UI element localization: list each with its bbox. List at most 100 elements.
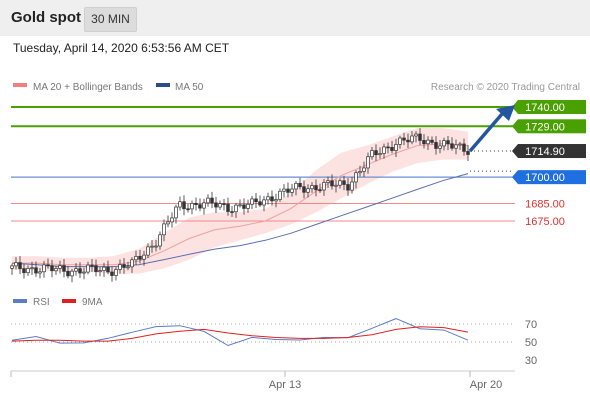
candle (414, 133, 418, 137)
level-label-1700.00: 1700.00 (525, 172, 565, 184)
candle (454, 144, 458, 149)
candle (142, 254, 146, 260)
candle (390, 147, 394, 151)
candle (218, 203, 222, 208)
candle (198, 204, 202, 209)
candle (422, 140, 426, 145)
candle (78, 268, 82, 274)
candle (178, 201, 182, 208)
candle (194, 202, 198, 205)
candle (294, 182, 298, 190)
candle (166, 221, 170, 225)
candle (50, 265, 54, 272)
candle (30, 267, 34, 270)
candle (226, 203, 230, 212)
candle (210, 197, 214, 204)
candle (314, 185, 318, 191)
level-tag-pointer-1740.00 (512, 100, 518, 114)
candle (54, 268, 58, 272)
candle (98, 270, 102, 273)
candle (14, 262, 18, 267)
level-tag-1700.00 (518, 170, 586, 185)
candle (122, 264, 126, 268)
candle (170, 217, 174, 223)
page-title: Gold spot (11, 9, 81, 26)
rsi-tick-30: 30 (525, 355, 537, 367)
candle (286, 188, 290, 193)
candle (134, 255, 138, 261)
legend-label-rsi: RSI (33, 297, 50, 308)
candle (402, 137, 406, 141)
candle (146, 246, 150, 256)
candle (182, 201, 186, 210)
x-tick-label-apr20: Apr 20 (470, 379, 502, 391)
candle (174, 206, 178, 219)
candle (10, 265, 14, 269)
rsi-tick-50: 50 (525, 337, 537, 349)
interval-selector[interactable]: 30 MIN (84, 7, 137, 32)
credit-text: Research © 2020 Trading Central (431, 82, 580, 93)
candle (302, 186, 306, 193)
candle (102, 266, 106, 271)
candle (110, 271, 114, 276)
candle (462, 143, 466, 152)
candle (62, 265, 66, 272)
candle (86, 264, 90, 273)
candle (246, 203, 250, 209)
candle (202, 202, 206, 209)
candle (322, 182, 326, 191)
candle (70, 270, 74, 277)
candle (334, 184, 338, 187)
candle (42, 264, 46, 273)
candle (434, 142, 438, 149)
candle (290, 188, 294, 193)
candle (338, 180, 342, 186)
candle (274, 199, 278, 202)
candle (90, 264, 94, 267)
candle (330, 180, 334, 187)
candle (250, 198, 254, 205)
candle (130, 259, 134, 268)
candle (346, 184, 350, 191)
candle (94, 265, 98, 273)
bollinger-band (12, 128, 468, 274)
level-label-1714.90: 1714.90 (525, 146, 565, 158)
legend-swatch-ma20 (13, 83, 27, 87)
candle (406, 139, 410, 143)
candle (326, 180, 330, 183)
candle (398, 137, 402, 145)
candle (430, 139, 434, 143)
candle (82, 271, 86, 274)
candle (450, 143, 454, 149)
legend-label-9ma: 9MA (82, 297, 103, 308)
candle (366, 156, 370, 169)
level-tag-pointer-1729.00 (512, 119, 518, 134)
level-tag-pointer-1700.00 (512, 170, 518, 185)
forecast-arrow-head (496, 105, 515, 121)
level-label-1675.00: 1675.00 (525, 216, 565, 228)
level-tag-pointer-1714.90 (512, 144, 518, 159)
level-label-1685.00: 1685.00 (525, 198, 565, 210)
timestamp: Tuesday, April 14, 2020 6:53:56 AM CET (13, 41, 230, 55)
candle (206, 197, 210, 204)
legend-swatch-ma50 (156, 83, 170, 87)
candle (418, 133, 422, 141)
rsi-line (11, 318, 469, 347)
candle (38, 271, 42, 274)
candle (190, 202, 194, 210)
candle (282, 188, 286, 192)
candle (106, 266, 110, 273)
level-label-1729.00: 1729.00 (525, 121, 565, 133)
candle (138, 255, 142, 260)
candle (34, 267, 38, 274)
candle (74, 268, 78, 272)
forecast-arrow-shaft (468, 109, 507, 153)
candle (342, 180, 346, 185)
candle (254, 198, 258, 203)
legend-swatch-9ma (62, 299, 76, 303)
candle (234, 204, 238, 213)
candle (446, 140, 450, 145)
legend-swatch-rsi (13, 299, 27, 303)
candle (266, 196, 270, 201)
candle (18, 262, 22, 269)
